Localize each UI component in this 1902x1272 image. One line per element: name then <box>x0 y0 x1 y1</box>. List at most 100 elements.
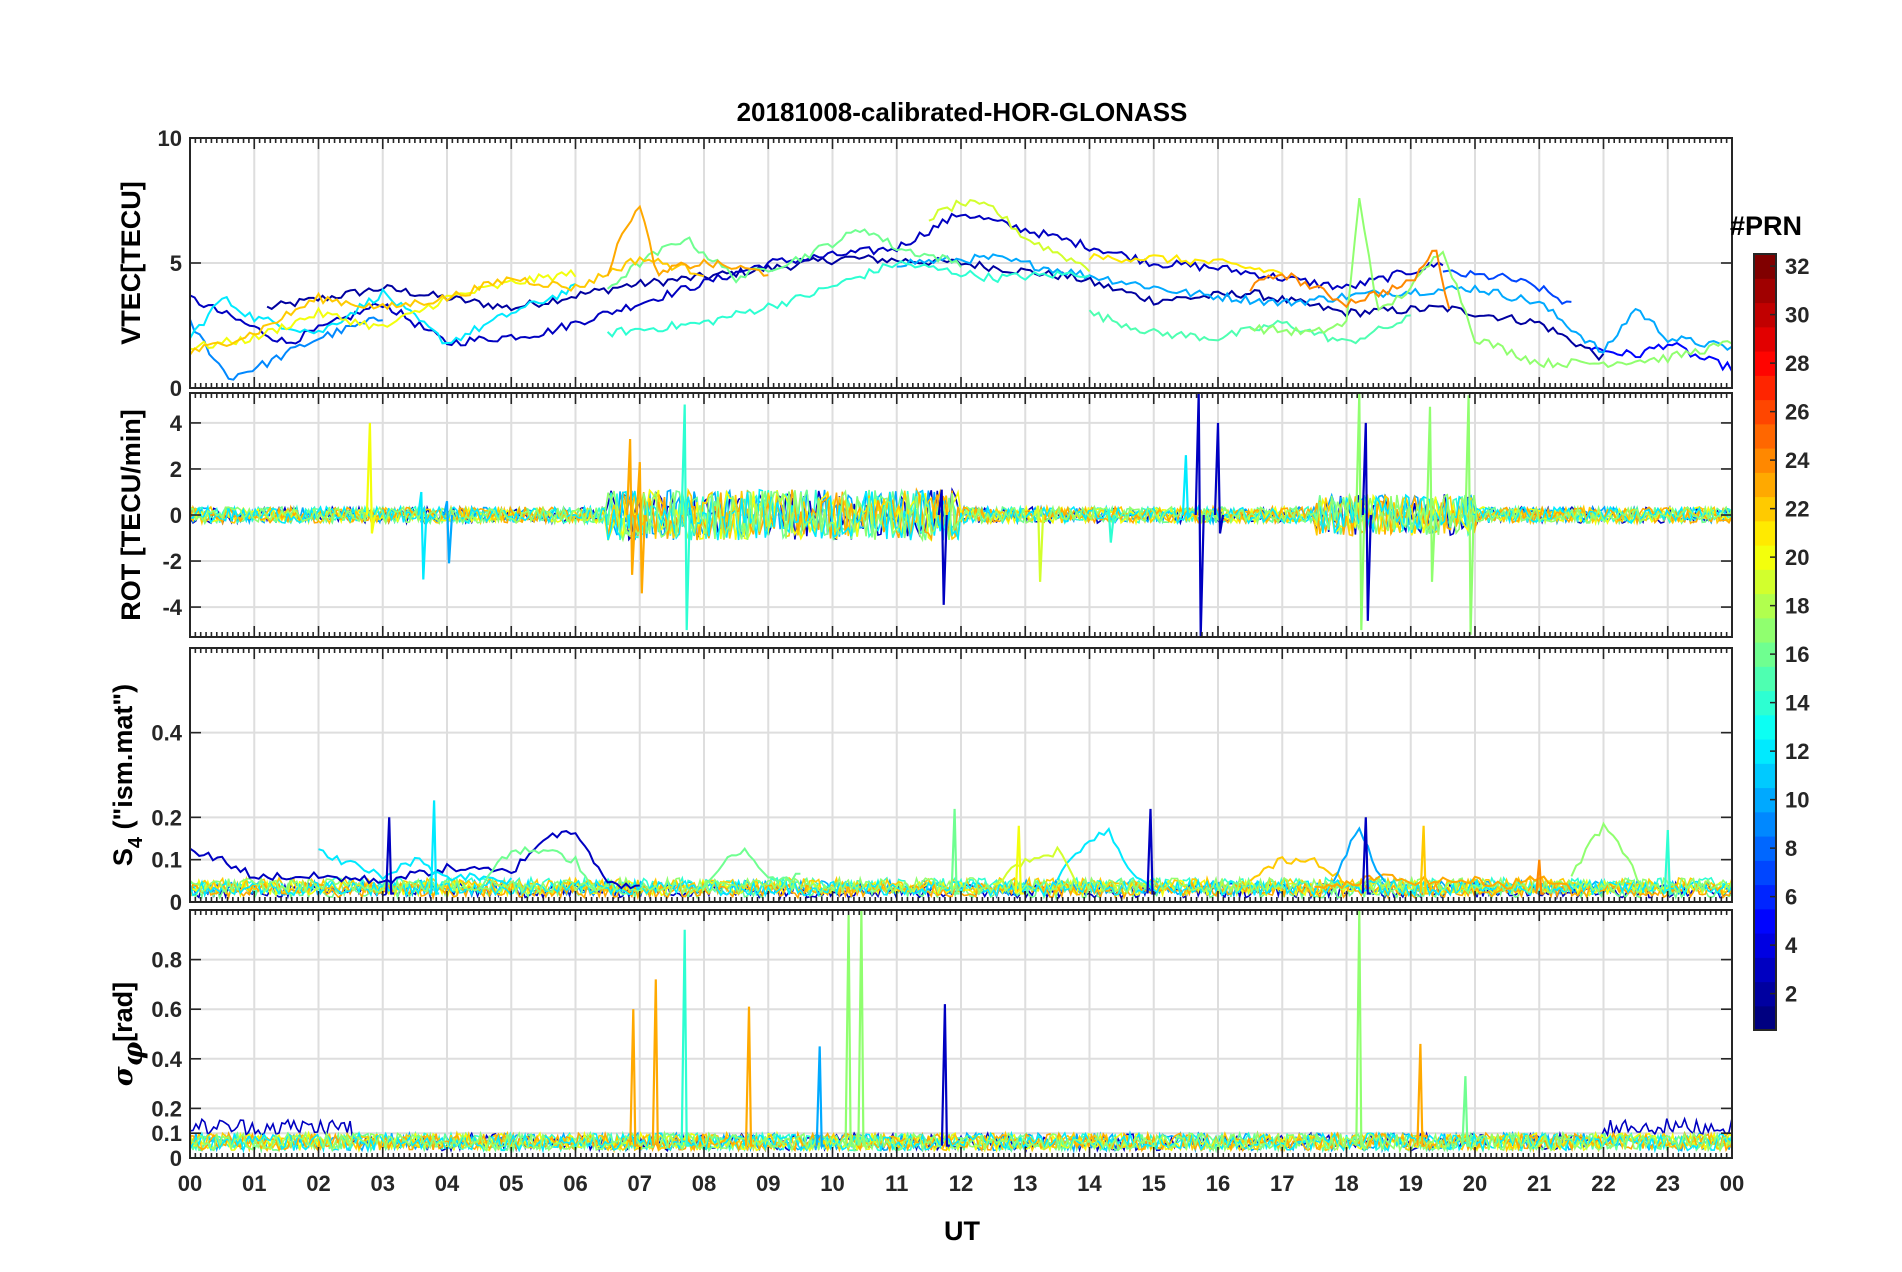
spike-prn-22 <box>1419 825 1429 895</box>
colorbar-tick-label: 20 <box>1785 545 1809 570</box>
colorbar-band <box>1754 787 1776 813</box>
spike-prn-17 <box>844 914 854 1147</box>
colorbar-band <box>1754 811 1776 837</box>
x-tick-label: 18 <box>1334 1171 1358 1196</box>
spike-prn-3 <box>940 1004 950 1147</box>
series-prn-17 <box>1249 197 1732 369</box>
x-tick-label: 03 <box>371 1171 395 1196</box>
series-prn-9 <box>190 316 383 381</box>
series-prn-10 <box>896 253 1732 354</box>
x-ticks-sigma_phi <box>189 910 1733 1159</box>
chart-title: 20181008-calibrated-HOR-GLONASS <box>737 97 1188 127</box>
colorbar-band <box>1754 496 1776 522</box>
colorbar-tick-label: 16 <box>1785 642 1809 667</box>
spike-prn-23 <box>651 979 661 1147</box>
colorbar-tick-label: 6 <box>1785 885 1797 910</box>
colorbar-band <box>1754 642 1776 667</box>
panel-s4: 0 0.1 0.2 0.4S4 ("ism.mat") <box>108 647 1733 915</box>
colorbar-frame <box>1753 253 1777 1031</box>
series-prn-7 <box>1442 269 1572 305</box>
colorbar-band <box>1754 545 1776 570</box>
colorbar-tick-label: 14 <box>1785 691 1810 716</box>
y-tick-label-rot: -4 <box>162 595 182 620</box>
y-tick-label-sigma_phi: 0.1 <box>151 1121 182 1146</box>
colorbar-band <box>1754 448 1776 473</box>
colorbar-tick-label: 8 <box>1785 836 1797 861</box>
spike-prn-20 <box>365 422 376 534</box>
x-tick-label: 00 <box>1720 1171 1744 1196</box>
spike-prn-3 <box>1213 422 1225 534</box>
colorbar-tick-label: 24 <box>1785 448 1810 473</box>
spike-prn-23 <box>629 1009 639 1147</box>
spike-prn-3 <box>1194 393 1205 637</box>
y-tick-label-rot: 4 <box>170 411 183 436</box>
x-tick-label: 04 <box>435 1171 460 1196</box>
panel-rot: -4 -2 0 2 4 ROT [TECU/min] <box>116 392 1733 638</box>
colorbar-band <box>1754 908 1776 934</box>
grid-sigma_phi <box>190 910 1732 1158</box>
x-ticks-rot <box>189 393 1733 637</box>
spike-prn-23 <box>626 438 637 575</box>
noise-series-prn-17 <box>190 1130 1732 1154</box>
spike-prn-10 <box>442 500 454 564</box>
colorbar-band <box>1754 254 1776 279</box>
series-prn-3 <box>190 830 640 890</box>
x-tick-label: 22 <box>1591 1171 1615 1196</box>
colorbar-band <box>1754 520 1776 546</box>
spike-prn-20 <box>1014 825 1024 895</box>
colorbar-band <box>1754 666 1776 692</box>
y-tick-label-sigma_phi: 0 <box>170 1146 182 1171</box>
series-prn-19 <box>993 845 1078 886</box>
series-prn-23 <box>606 204 769 278</box>
y-tick-label-s4: 0.2 <box>151 805 182 830</box>
series-prn-3 <box>190 212 1444 347</box>
series-prn-23 <box>1314 873 1573 892</box>
colorbar-title: #PRN <box>1730 211 1802 241</box>
x-tick-label: 21 <box>1527 1171 1551 1196</box>
data-rot <box>190 393 1732 637</box>
spike-prn-24 <box>1535 859 1545 895</box>
spike-prn-3 <box>1361 817 1371 895</box>
y-axis-label-sigma_phi: σφ[rad] <box>108 982 149 1086</box>
x-axis-label: UT <box>944 1216 980 1246</box>
series-prn-22 <box>190 255 705 356</box>
colorbar-band <box>1754 884 1776 910</box>
colorbar-tick-label: 4 <box>1785 933 1798 958</box>
series-prn-12 <box>318 848 513 886</box>
series-prn-22 <box>1249 856 1348 886</box>
colorbar-band <box>1754 593 1776 619</box>
x-tick-label: 02 <box>306 1171 330 1196</box>
colorbar-band <box>1754 763 1776 789</box>
series-prn-10 <box>1332 826 1386 883</box>
colorbar-tick-label: 18 <box>1785 594 1809 619</box>
spike-prn-14 <box>1663 829 1673 895</box>
spike-prn-12 <box>417 491 428 580</box>
y-tick-label-rot: 2 <box>170 457 182 482</box>
x-tick-label: 00 <box>178 1171 202 1196</box>
colorbar-band <box>1754 326 1776 352</box>
colorbar-band <box>1754 739 1776 764</box>
panel-vtec: 0 5 10 VTEC[TECU] <box>116 126 1733 401</box>
colorbar-band <box>1754 423 1776 449</box>
y-tick-label-sigma_phi: 0.4 <box>151 1047 182 1072</box>
y-tick-label-sigma_phi: 0.2 <box>151 1096 182 1121</box>
series-prn-24 <box>1249 249 1451 310</box>
colorbar-band <box>1754 351 1776 376</box>
y-tick-label-vtec: 0 <box>170 376 182 401</box>
x-tick-label: 15 <box>1142 1171 1166 1196</box>
series-prn-5 <box>1590 341 1732 372</box>
spike-prn-23 <box>744 1006 754 1147</box>
spike-prn-17 <box>857 910 867 1147</box>
colorbar-tick-label: 10 <box>1785 788 1809 813</box>
y-axis-label-vtec: VTEC[TECU] <box>116 181 146 345</box>
y-tick-label-sigma_phi: 0.6 <box>151 997 182 1022</box>
data-vtec <box>190 197 1732 381</box>
series-prn-16 <box>478 845 596 892</box>
spike-prn-3 <box>385 817 395 895</box>
spike-prn-23 <box>1416 1043 1426 1147</box>
x-tick-label: 20 <box>1463 1171 1487 1196</box>
series-prn-16 <box>703 847 801 889</box>
spike-prn-17 <box>1464 395 1475 635</box>
colorbar-band <box>1754 375 1776 401</box>
